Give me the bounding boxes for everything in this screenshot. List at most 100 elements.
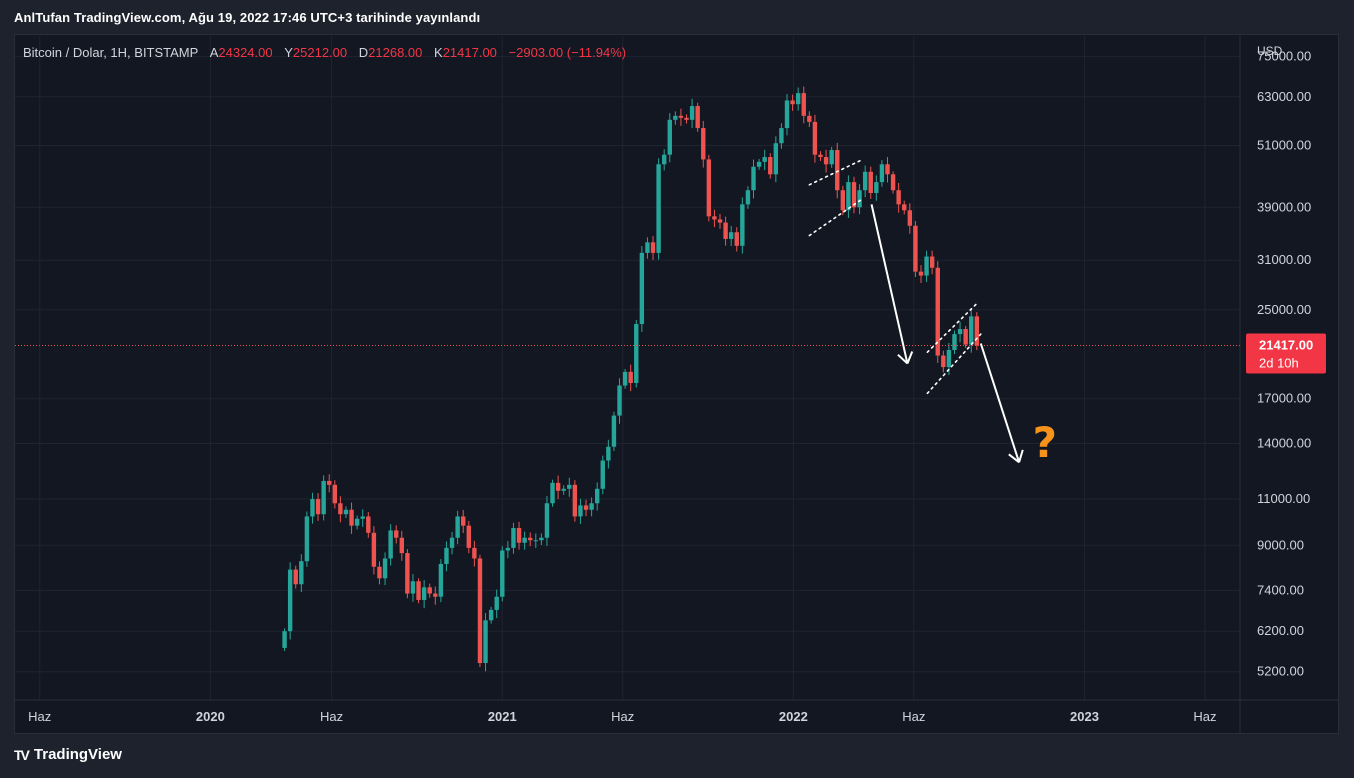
x-tick-label: 2022: [779, 709, 808, 724]
candle-body: [354, 518, 360, 526]
down-arrow-2-head: [1018, 449, 1024, 463]
y-tick-label: 6200.00: [1257, 623, 1304, 638]
candle-body: [634, 324, 639, 383]
candle-body: [628, 371, 633, 383]
candle-body: [678, 115, 684, 118]
candle-body: [745, 190, 751, 205]
symbol-label[interactable]: Bitcoin / Dolar, 1H, BITSTAMP: [23, 45, 199, 60]
candle-body: [332, 484, 338, 504]
candle-body: [410, 581, 416, 594]
candle-body: [835, 150, 840, 191]
candle-body: [717, 219, 723, 223]
open-label: A: [209, 45, 219, 60]
channel-1-line[interactable]: [808, 197, 864, 237]
candle-body: [728, 232, 734, 239]
candle-body: [483, 620, 488, 664]
candle-body: [511, 528, 516, 548]
candle-body: [902, 204, 907, 211]
candle-body: [377, 566, 382, 579]
channel-2-line[interactable]: [926, 303, 977, 353]
candle-body: [969, 316, 974, 345]
channel-1-line[interactable]: [808, 158, 864, 186]
candle-body: [405, 553, 410, 594]
candle-body: [773, 143, 779, 175]
candle-body: [885, 164, 890, 175]
down-arrow-1[interactable]: [870, 204, 909, 364]
y-tick-label: 17000.00: [1257, 391, 1311, 406]
last-price-value: 21417.00: [1259, 337, 1313, 352]
candle-body: [784, 100, 790, 129]
candle-body: [918, 271, 924, 276]
candle-body: [896, 190, 901, 205]
candle-body: [600, 460, 605, 489]
candle-body: [589, 503, 594, 510]
low-value: 21268.00: [368, 45, 423, 60]
candle-body: [929, 256, 935, 268]
candle-body: [795, 93, 801, 105]
candle-body: [522, 537, 527, 543]
candle-body: [327, 480, 332, 485]
candle-body: [282, 631, 287, 648]
down-arrow-2[interactable]: [979, 343, 1021, 463]
candle-body: [421, 587, 427, 600]
candle-body: [287, 569, 293, 632]
candle-body: [768, 157, 773, 175]
candle-body: [874, 182, 879, 193]
candle-body: [689, 106, 695, 120]
y-tick-label: 25000.00: [1257, 302, 1311, 317]
candle-body: [857, 190, 862, 208]
candle-body: [924, 256, 929, 276]
candle-body: [879, 164, 885, 183]
high-label: Y: [284, 45, 293, 60]
channel-2-line[interactable]: [926, 333, 982, 395]
candle-body: [667, 119, 672, 155]
candle-body: [952, 334, 957, 350]
candle-body: [606, 446, 611, 461]
candle-body: [695, 106, 700, 129]
candle-body: [399, 537, 405, 554]
x-tick-label: 2023: [1070, 709, 1099, 724]
candle-body: [427, 587, 432, 594]
price-axis-unit: USD: [1257, 44, 1283, 58]
candle-body: [561, 488, 566, 491]
last-price-tag: [1246, 333, 1326, 374]
down-arrow-1-head: [906, 351, 914, 364]
candle-body: [382, 558, 388, 579]
chart-legend: Bitcoin / Dolar, 1H, BITSTAMP A24324.00 …: [23, 45, 626, 60]
chart-panel[interactable]: [14, 34, 1339, 734]
candle-body: [343, 509, 349, 515]
x-tick-label: 2020: [196, 709, 225, 724]
candle-body: [740, 204, 745, 246]
candle-body: [555, 482, 561, 491]
candle-body: [594, 488, 600, 504]
candle-body: [723, 222, 728, 239]
x-tick-label: Haz: [28, 709, 51, 724]
candle-body: [712, 216, 717, 220]
candle-body: [455, 516, 460, 538]
candle-body: [394, 530, 399, 538]
close-value: 21417.00: [442, 45, 497, 60]
candle-body: [851, 182, 857, 208]
candle-body: [472, 547, 477, 559]
candle-body: [466, 525, 471, 548]
candle-body: [371, 532, 377, 567]
candle-body: [779, 128, 784, 144]
candle-body: [611, 415, 617, 447]
candle-body: [433, 593, 438, 597]
candle-body: [818, 154, 823, 158]
candle-body: [578, 505, 583, 517]
candle-body: [656, 164, 661, 253]
tradingview-logo[interactable]: TV TradingView: [14, 746, 122, 763]
candle-body: [650, 242, 656, 253]
open-value: 24324.00: [218, 45, 273, 60]
y-tick-label: 11000.00: [1257, 491, 1310, 506]
candle-body: [684, 117, 689, 120]
down-arrow-2-head: [1008, 453, 1020, 464]
y-tick-label: 14000.00: [1257, 435, 1311, 450]
candle-body: [366, 516, 371, 533]
y-tick-label: 63000.00: [1257, 89, 1311, 104]
change-value: −2903.00 (−11.94%): [508, 45, 627, 60]
candle-body: [941, 355, 946, 368]
candle-body: [617, 385, 622, 416]
